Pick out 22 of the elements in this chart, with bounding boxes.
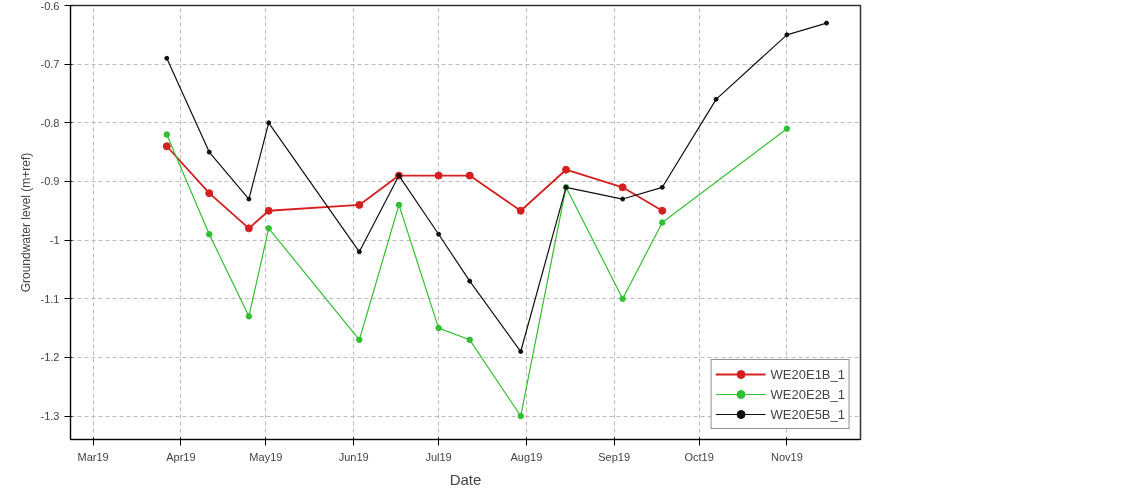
y-tick-label: -1.2 <box>40 351 60 364</box>
x-tick-label: Mar19 <box>77 450 109 463</box>
legend-label: WE20E5B_1 <box>770 406 845 422</box>
x-tick-label: Aug19 <box>510 450 543 463</box>
legend-label: WE20E1B_1 <box>770 366 845 382</box>
x-axis-title: Date <box>449 470 482 488</box>
x-tick-label: Nov19 <box>770 450 803 463</box>
x-tick-label: Jun19 <box>338 450 369 463</box>
y-tick-label: -0.7 <box>40 58 60 71</box>
y-axis-title: Groundwater level (m+ref) <box>18 152 33 293</box>
y-tick-label: -0.9 <box>40 175 60 188</box>
y-tick-label: -0.6 <box>40 0 60 12</box>
y-tick-label: -1 <box>49 234 60 247</box>
y-tick-label: -0.8 <box>40 116 60 129</box>
x-tick-label: Oct19 <box>684 450 714 463</box>
x-tick-label: Sep19 <box>598 450 631 463</box>
x-tick-label: Jul19 <box>425 450 452 463</box>
x-tick-label: May19 <box>249 450 283 463</box>
legend-label: WE20E2B_1 <box>770 386 845 402</box>
y-tick-label: -1.1 <box>40 292 60 305</box>
y-tick-label: -1.3 <box>40 410 60 423</box>
x-tick-label: Apr19 <box>166 450 196 463</box>
